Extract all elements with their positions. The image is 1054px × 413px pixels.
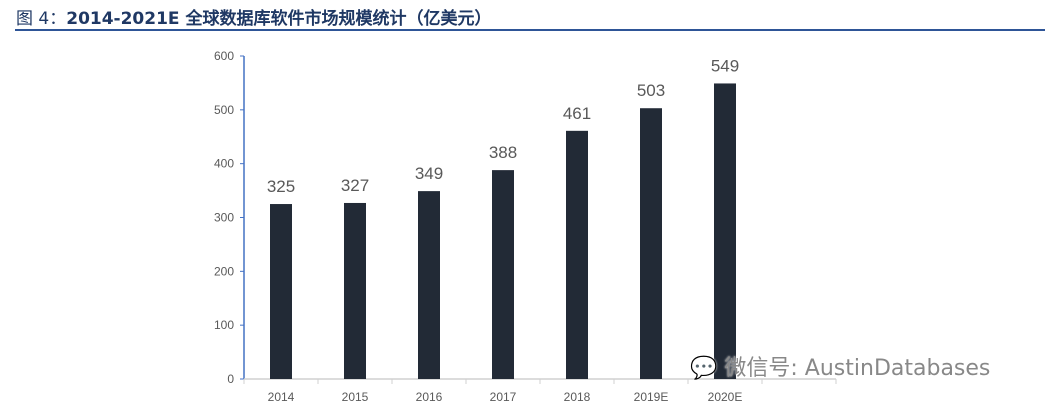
x-tick-label: 2015 [342,390,369,404]
figure-title: 图 4：2014-2021E 全球数据库软件市场规模统计（亿美元） [16,4,491,29]
x-tick-label: 2019E [634,390,669,404]
y-tick-label: 400 [214,157,234,171]
watermark: 💬 微信号: AustinDatabases [690,350,990,382]
bar-2018 [566,130,588,379]
data-label-2015: 327 [341,176,369,195]
wechat-icon: 💬 [690,356,718,381]
data-label-2020E: 549 [711,56,739,75]
figure-title-text: 2014-2021E 全球数据库软件市场规模统计（亿美元） [66,9,492,29]
data-label-2016: 349 [415,164,443,183]
bar-2014 [270,204,292,379]
data-label-2019E: 503 [637,81,665,100]
x-tick-label: 2014 [268,390,295,404]
figure-number: 图 4： [16,9,67,29]
x-tick-label: 2016 [416,390,443,404]
y-tick-label: 200 [214,264,234,278]
y-tick-label: 500 [214,103,234,117]
y-tick-label: 100 [214,318,234,332]
y-tick-label: 0 [227,372,234,386]
x-tick-label: 2017 [490,390,517,404]
bar-2017 [492,170,514,379]
data-label-2014: 325 [267,177,295,196]
watermark-text: 微信号: AustinDatabases [724,356,991,381]
title-underline [15,29,1045,31]
bar-2015 [344,202,366,379]
data-label-2017: 388 [489,143,517,162]
x-tick-label: 2020E [708,390,743,404]
bar-2016 [418,191,440,379]
data-label-2018: 461 [563,104,591,123]
bar-2020E [714,83,736,379]
x-tick-label: 2018 [564,390,591,404]
bar-2019E [640,108,662,380]
y-tick-label: 600 [214,49,234,63]
y-tick-label: 300 [214,211,234,225]
